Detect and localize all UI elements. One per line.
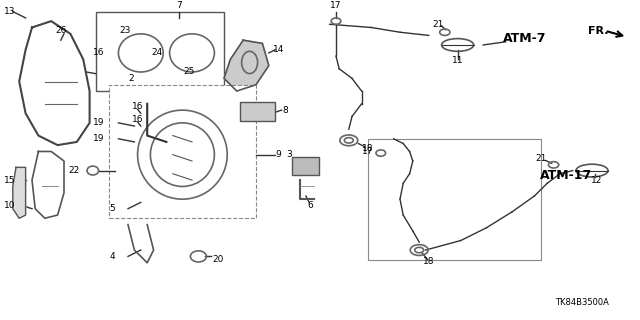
Text: 6: 6 xyxy=(308,201,313,210)
Text: 12: 12 xyxy=(591,176,603,185)
Text: 17: 17 xyxy=(330,1,342,10)
Text: 15: 15 xyxy=(4,176,15,185)
Text: 13: 13 xyxy=(4,7,15,16)
Text: FR.: FR. xyxy=(588,26,609,36)
Text: 19: 19 xyxy=(93,118,105,127)
Text: 4: 4 xyxy=(109,252,115,261)
Text: 1: 1 xyxy=(170,147,175,156)
Text: 8: 8 xyxy=(282,106,287,115)
Text: 17: 17 xyxy=(362,147,374,156)
Text: TK84B3500A: TK84B3500A xyxy=(556,298,609,307)
FancyBboxPatch shape xyxy=(368,139,541,260)
Text: 21: 21 xyxy=(433,20,444,29)
Text: 2: 2 xyxy=(129,74,134,83)
Text: ATM-17: ATM-17 xyxy=(540,169,593,182)
FancyBboxPatch shape xyxy=(240,102,275,121)
Text: 19: 19 xyxy=(93,134,105,143)
Text: 3: 3 xyxy=(287,150,292,159)
FancyBboxPatch shape xyxy=(109,85,256,218)
Text: 16: 16 xyxy=(93,48,105,57)
Text: 23: 23 xyxy=(119,26,131,35)
Text: 11: 11 xyxy=(452,56,463,65)
Text: 22: 22 xyxy=(68,166,79,175)
Text: 18: 18 xyxy=(362,144,374,153)
Text: 10: 10 xyxy=(4,201,15,210)
Text: 24: 24 xyxy=(151,48,163,57)
FancyBboxPatch shape xyxy=(292,157,319,175)
Text: 26: 26 xyxy=(55,26,67,35)
Text: 25: 25 xyxy=(183,68,195,76)
Text: 16: 16 xyxy=(132,102,143,111)
FancyBboxPatch shape xyxy=(96,12,224,91)
Polygon shape xyxy=(224,40,269,91)
Text: 20: 20 xyxy=(212,255,223,264)
Text: 5: 5 xyxy=(109,204,115,213)
Text: 14: 14 xyxy=(273,45,284,54)
Text: 9: 9 xyxy=(276,150,281,159)
Text: ATM-7: ATM-7 xyxy=(503,32,547,45)
Text: 21: 21 xyxy=(535,154,547,163)
Text: 7: 7 xyxy=(177,1,182,10)
Text: 18: 18 xyxy=(423,257,435,266)
Polygon shape xyxy=(13,167,26,218)
Text: 16: 16 xyxy=(132,115,143,124)
